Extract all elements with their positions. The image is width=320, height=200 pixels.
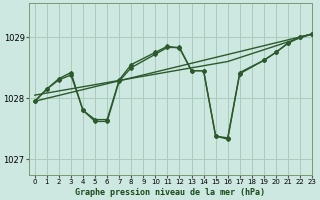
X-axis label: Graphe pression niveau de la mer (hPa): Graphe pression niveau de la mer (hPa) — [76, 188, 265, 197]
